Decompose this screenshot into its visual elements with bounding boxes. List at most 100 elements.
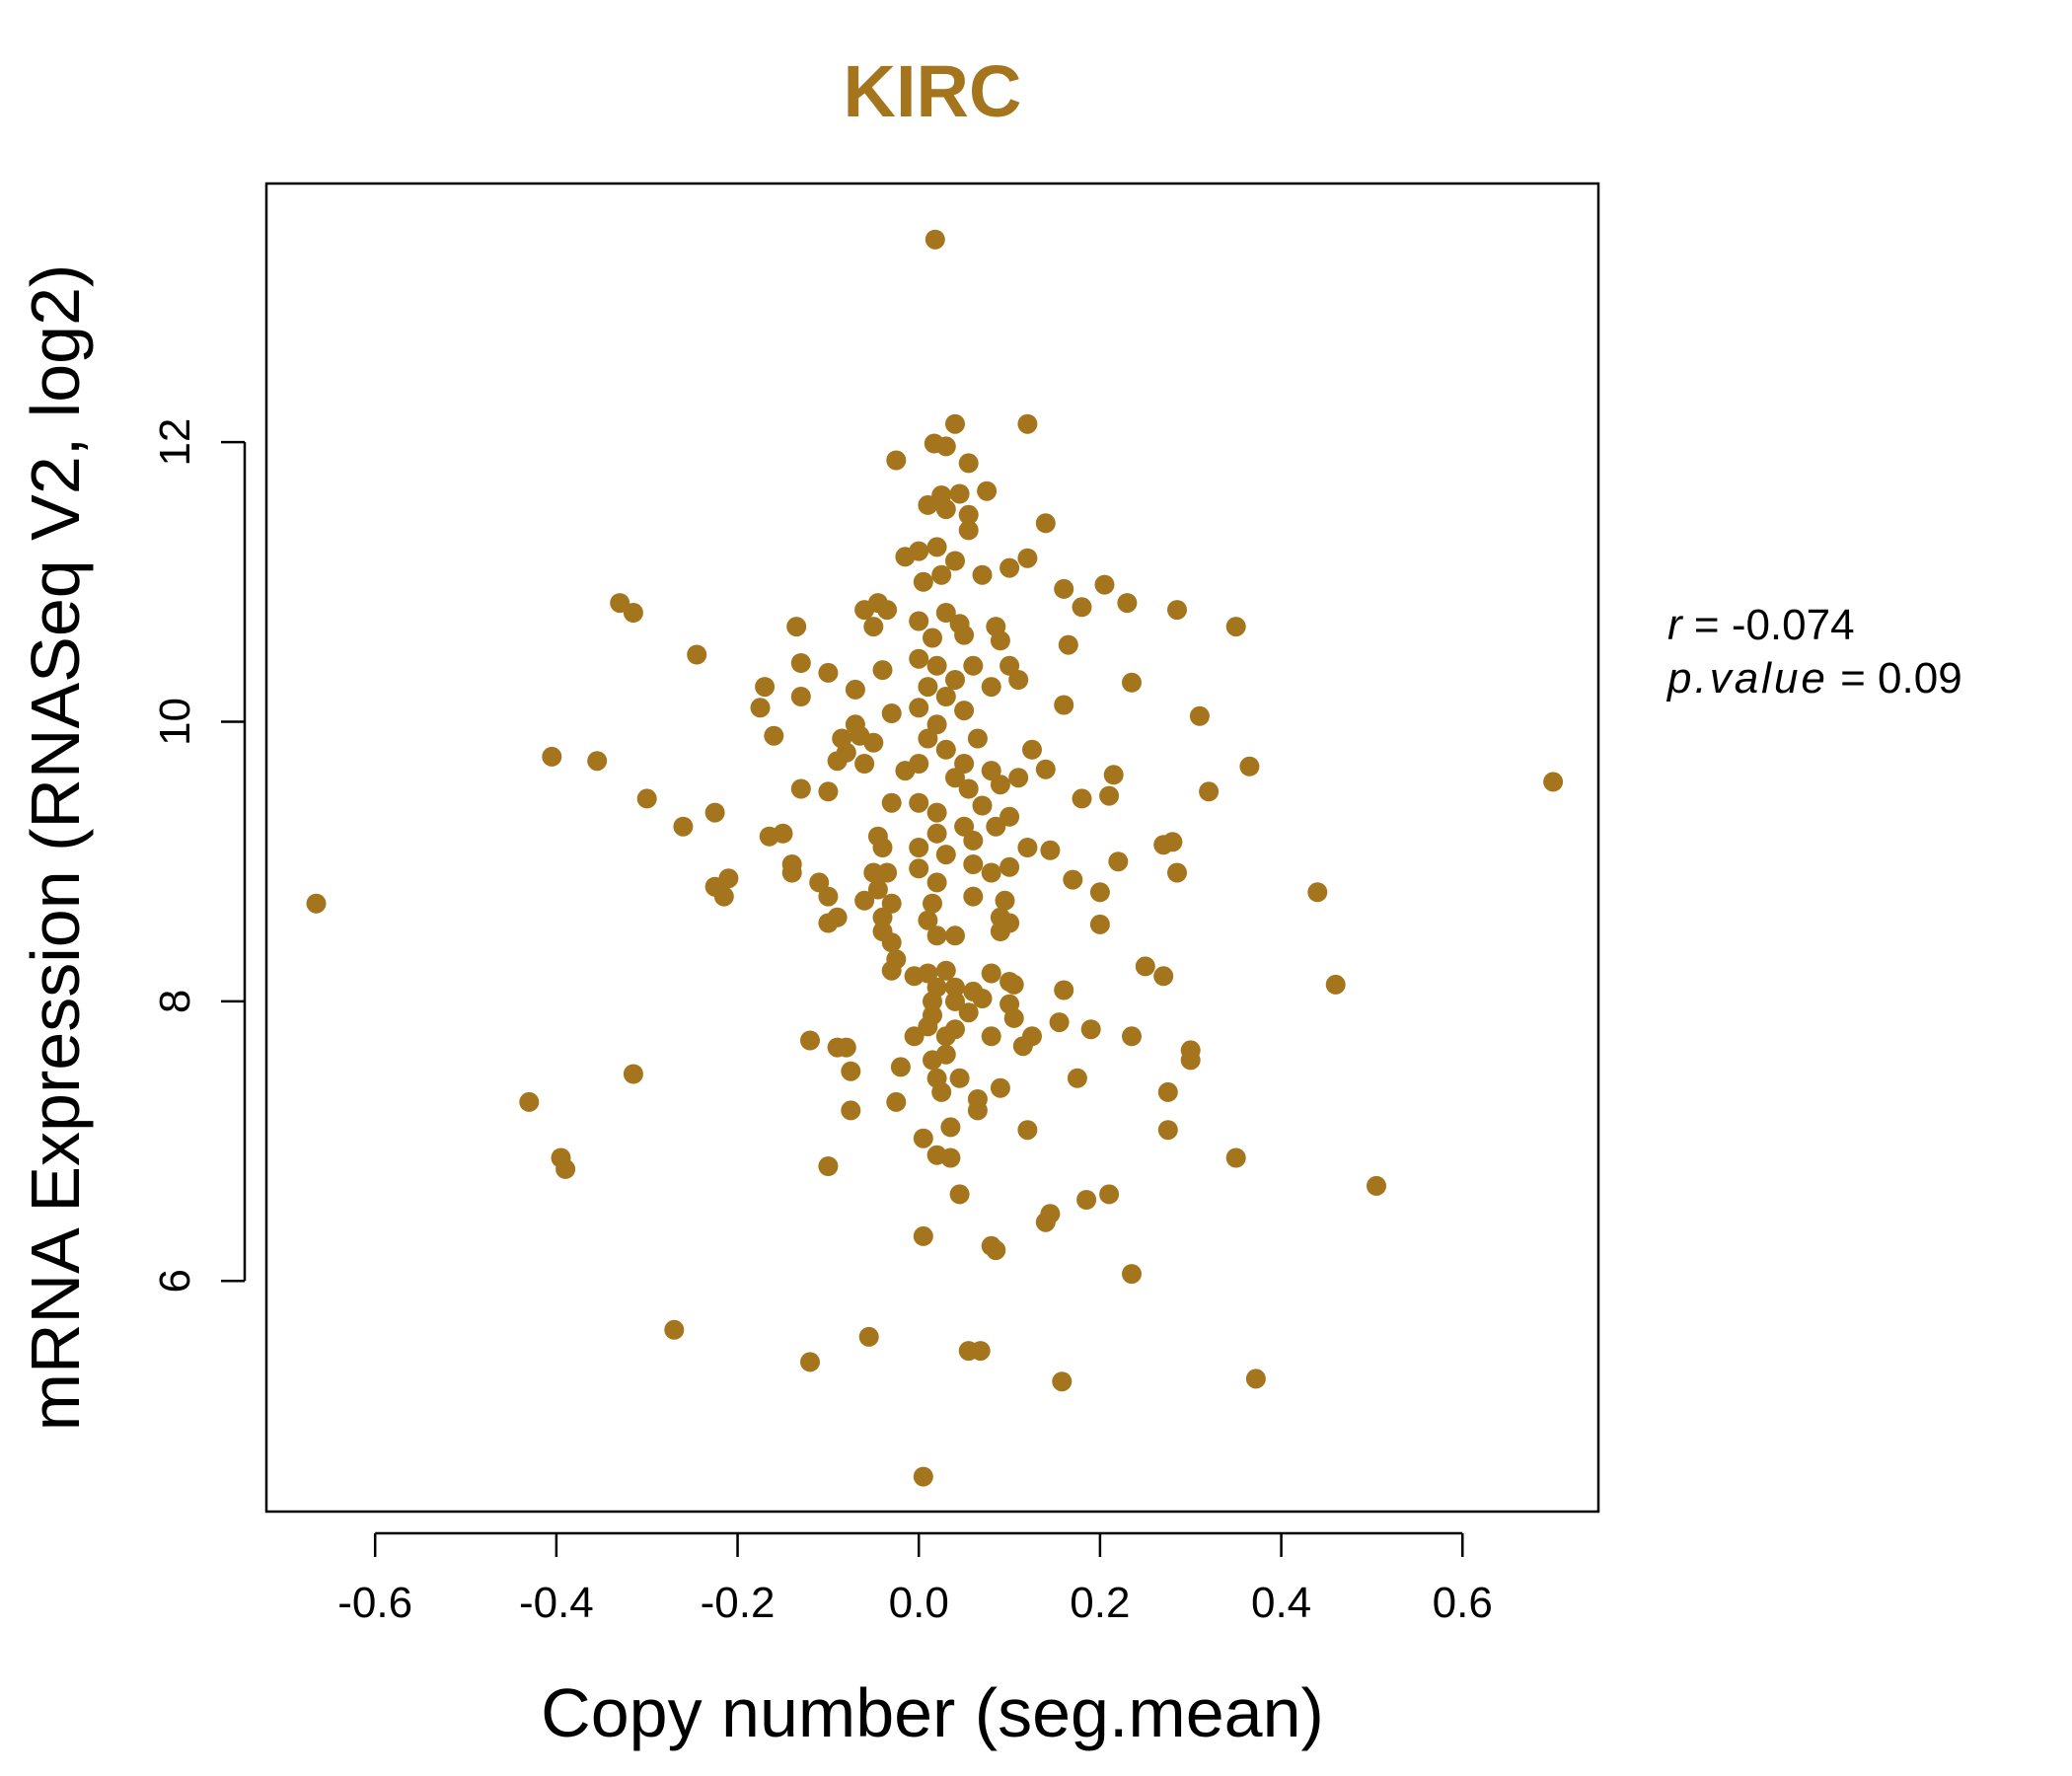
data-point (1017, 413, 1038, 434)
data-point (845, 679, 865, 700)
data-point (904, 1026, 925, 1047)
data-point (981, 963, 1001, 984)
data-point (923, 893, 942, 914)
x-tick-label: 0.6 (1433, 1579, 1493, 1627)
data-point (623, 603, 643, 623)
data-point (967, 728, 988, 749)
data-point (587, 751, 608, 772)
y-tick-label: 12 (151, 418, 199, 467)
data-point (790, 687, 811, 706)
data-point (542, 746, 562, 767)
data-point (963, 886, 984, 907)
data-point (881, 703, 902, 723)
svg-text:p.value = 0.09: p.value = 0.09 (1665, 654, 1962, 703)
data-point (1307, 882, 1328, 903)
data-point (673, 816, 694, 837)
data-point (786, 617, 807, 637)
data-point (945, 768, 965, 788)
data-point (1017, 1120, 1038, 1141)
data-point (1225, 617, 1246, 637)
data-point (958, 1002, 979, 1023)
data-point (909, 858, 929, 879)
data-point (1099, 1184, 1120, 1205)
data-point (926, 802, 947, 823)
data-point (935, 739, 956, 760)
data-point (970, 1341, 991, 1362)
data-point (1325, 974, 1346, 995)
data-point (872, 660, 893, 681)
data-point (1052, 1371, 1073, 1392)
data-point (999, 557, 1020, 578)
data-point (918, 677, 938, 698)
y-axis-title: mRNA Expression (RNASeq V2, log2) (17, 264, 94, 1432)
data-point (926, 872, 947, 893)
data-point (981, 1026, 1001, 1047)
data-point (1063, 869, 1083, 890)
data-point (935, 436, 956, 457)
data-point (895, 761, 916, 781)
data-point (664, 1319, 685, 1340)
data-point (981, 862, 1001, 883)
data-point (1239, 756, 1260, 777)
data-point (1122, 672, 1142, 693)
y-tick-label: 10 (151, 698, 199, 746)
data-point (958, 453, 979, 474)
data-point (1022, 739, 1042, 760)
data-point (926, 714, 947, 735)
data-point (935, 960, 956, 981)
r-value: -0.074 (1732, 601, 1855, 649)
data-point (1103, 765, 1124, 785)
svg-text:r = -0.074: r = -0.074 (1667, 601, 1855, 649)
data-point (1017, 838, 1038, 857)
data-point (1099, 785, 1120, 806)
data-point (926, 925, 947, 946)
data-point (1003, 974, 1024, 995)
y-tick-label: 8 (151, 990, 199, 1013)
y-axis: 6 8 10 12 (151, 418, 247, 1293)
data-point (935, 499, 956, 520)
data-point (945, 670, 965, 690)
data-point (909, 648, 929, 669)
data-point (990, 1077, 1010, 1098)
data-point (1072, 597, 1092, 618)
data-point (923, 991, 942, 1011)
data-point (1543, 772, 1564, 792)
data-point (990, 922, 1010, 941)
data-point (1367, 1175, 1386, 1196)
data-point (827, 751, 848, 772)
data-point (1122, 1264, 1142, 1285)
data-point (940, 1117, 961, 1138)
data-point (881, 893, 902, 914)
data-point (1162, 832, 1183, 852)
data-point (1008, 768, 1029, 788)
data-point (972, 795, 993, 816)
data-point (945, 977, 965, 998)
data-point (519, 1091, 540, 1112)
data-point (999, 655, 1020, 676)
data-point (963, 655, 984, 676)
data-point (764, 725, 784, 746)
data-point (867, 593, 888, 614)
data-point (935, 603, 956, 623)
x-tick-label: 0.4 (1251, 1579, 1311, 1627)
data-point (1035, 1212, 1056, 1232)
data-point (945, 925, 965, 946)
data-point (972, 564, 993, 585)
data-point (863, 617, 884, 637)
data-point (863, 862, 884, 883)
data-point (867, 879, 888, 900)
data-point (818, 662, 839, 683)
data-point (1072, 788, 1092, 809)
data-point (958, 778, 979, 799)
data-point (881, 932, 902, 953)
x-tick-label: -0.2 (701, 1579, 776, 1627)
data-point (945, 551, 965, 571)
data-point (913, 1466, 933, 1487)
data-point (854, 754, 875, 774)
data-point (790, 653, 811, 673)
data-point (863, 732, 884, 753)
data-point (1167, 862, 1187, 883)
correlation-stats: r = -0.074 p.value = 0.09 (1665, 601, 1962, 703)
data-point (918, 910, 938, 930)
x-tick-label: -0.4 (519, 1579, 594, 1627)
